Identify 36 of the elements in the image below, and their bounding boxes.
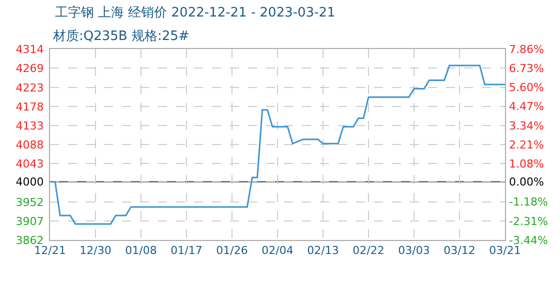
y2-tick-label: 0.00% <box>509 176 544 189</box>
x-tick-label: 03/03 <box>398 244 430 258</box>
x-tick-label: 12/30 <box>80 244 112 258</box>
x-tick-label: 01/08 <box>125 244 157 258</box>
y-tick-label: 4000 <box>16 176 44 189</box>
y2-tick-label: 6.73% <box>509 62 544 75</box>
x-tick-label: 03/21 <box>489 244 521 258</box>
y2-tick-label: 2.21% <box>509 138 544 152</box>
x-tick-label: 01/26 <box>216 244 248 258</box>
y-tick-label: 3907 <box>16 214 44 228</box>
y-tick-label: 4178 <box>16 100 44 114</box>
chart-title: 工字钢 上海 经销价 2022-12-21 - 2023-03-21 <box>54 4 336 21</box>
line-series <box>50 64 505 225</box>
y-tick-label: 4314 <box>16 42 44 56</box>
x-tick-label: 01/17 <box>170 244 202 258</box>
y-tick-label: 4133 <box>16 119 44 132</box>
x-tick-label: 02/22 <box>352 244 384 258</box>
y2-tick-label: -1.18% <box>509 196 548 209</box>
y2-tick-label: 3.34% <box>509 119 544 132</box>
y2-tick-label: -2.31% <box>509 214 548 228</box>
y2-tick-label: -3.44% <box>509 234 548 247</box>
y-tick-label: 4223 <box>16 81 44 94</box>
y-tick-label: 4088 <box>16 138 44 152</box>
x-tick-label: 02/13 <box>307 244 339 258</box>
y2-tick-label: 5.60% <box>509 81 544 94</box>
y-tick-label: 3952 <box>16 196 44 209</box>
y2-tick-label: 4.47% <box>509 100 544 114</box>
chart-subtitle: 材质:Q235B 规格:25# <box>52 29 190 44</box>
y-tick-label: 4043 <box>16 157 44 170</box>
y-tick-label: 3862 <box>16 234 44 247</box>
x-tick-label: 02/04 <box>262 244 294 258</box>
y2-tick-label: 7.86% <box>509 42 544 56</box>
x-tick-label: 12/21 <box>34 244 66 258</box>
y-tick-label: 4269 <box>16 62 44 75</box>
y2-tick-label: 1.08% <box>509 157 544 170</box>
x-tick-label: 03/12 <box>444 244 476 258</box>
